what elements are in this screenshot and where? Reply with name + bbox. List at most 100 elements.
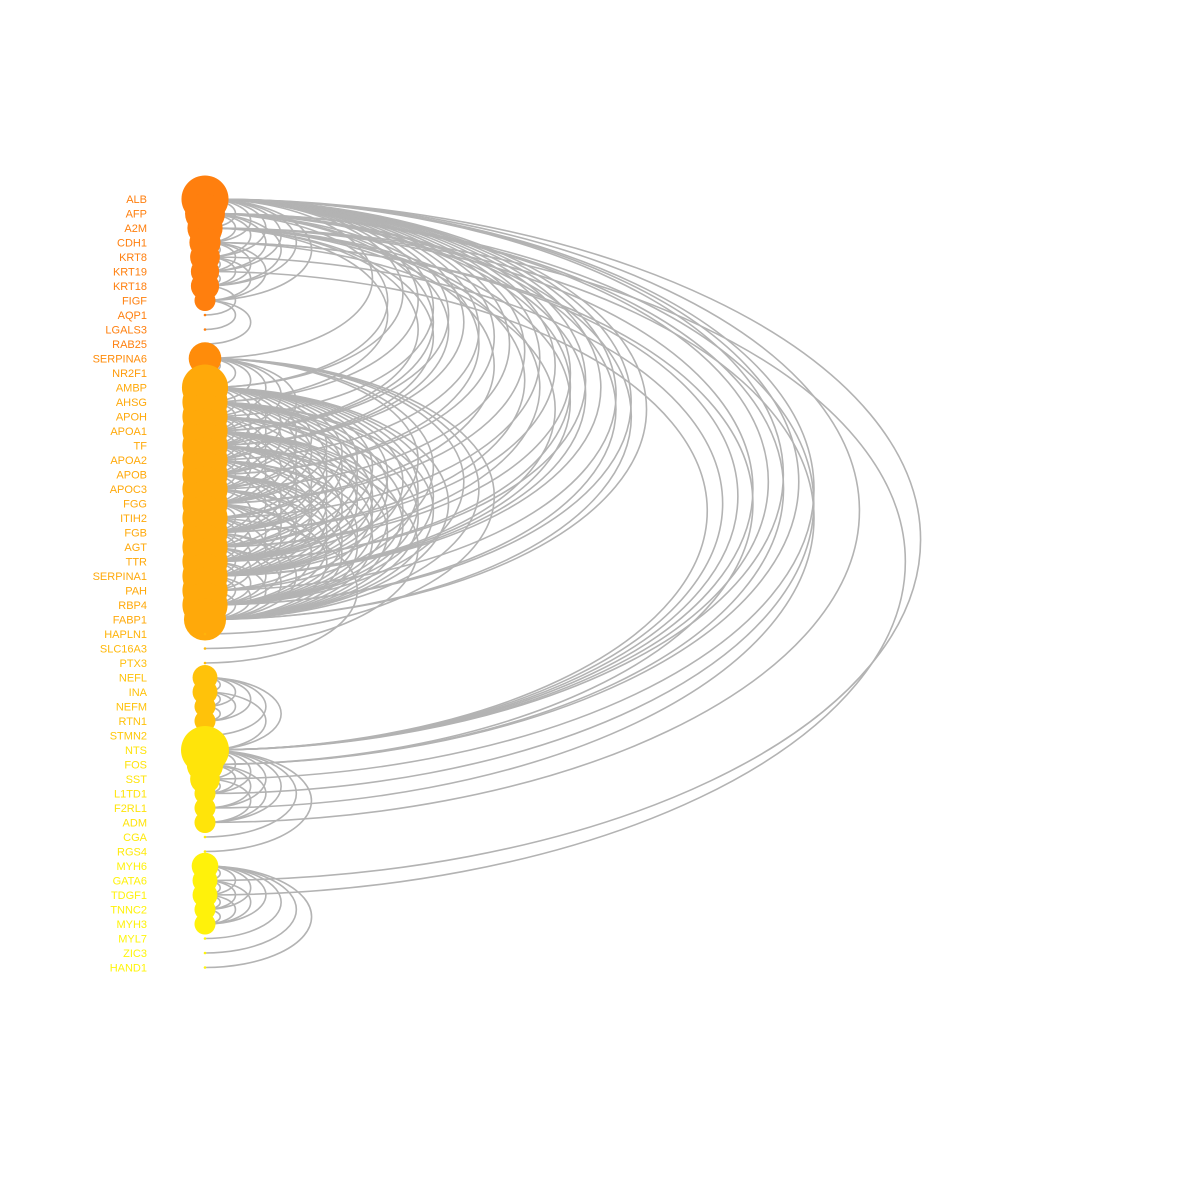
node-ZIC3 bbox=[203, 951, 207, 955]
edge-CDH1-SERPINA1 bbox=[204, 241, 556, 577]
node-label-ALB: ALB bbox=[126, 194, 147, 206]
node-label-INA: INA bbox=[129, 687, 148, 699]
node-label-AGT: AGT bbox=[124, 542, 147, 554]
edge-APOB-SERPINA1 bbox=[204, 473, 313, 577]
edge-KRT8-FIGF bbox=[204, 256, 252, 302]
edge-APOA1-TTR bbox=[204, 430, 343, 563]
node-FABP1 bbox=[183, 598, 227, 641]
node-label-STMN2: STMN2 bbox=[110, 731, 147, 743]
edge-ALB-AMBP bbox=[204, 198, 404, 389]
node-label-FGB: FGB bbox=[124, 528, 147, 540]
node-label-CGA: CGA bbox=[123, 832, 148, 844]
edge-APOB-TTR bbox=[204, 473, 298, 563]
node-label-SST: SST bbox=[126, 774, 148, 786]
edge-APOB-AGT bbox=[204, 473, 282, 548]
edge-FGG-FABP1 bbox=[204, 502, 328, 621]
edge-APOB-RBP4 bbox=[204, 473, 343, 606]
node-MYL7 bbox=[203, 937, 207, 940]
node-label-KRT8: KRT8 bbox=[119, 252, 147, 264]
node-ADM bbox=[194, 811, 216, 834]
edge-AMBP-FABP1 bbox=[204, 386, 450, 621]
node-label-FIGF: FIGF bbox=[122, 296, 147, 308]
node-label-SERPINA1: SERPINA1 bbox=[93, 571, 147, 583]
edge-SERPINA6-TTR bbox=[204, 357, 419, 563]
node-label-ZIC3: ZIC3 bbox=[123, 948, 147, 960]
edge-NTS-RGS4 bbox=[204, 749, 313, 853]
edge-TF-FABP1 bbox=[204, 444, 389, 621]
node-label-NEFL: NEFL bbox=[119, 673, 147, 685]
edge-APOA2-SERPINA1 bbox=[204, 459, 328, 577]
arc-edges bbox=[204, 198, 922, 969]
edge-APOH-RBP4 bbox=[204, 415, 404, 606]
node-label-PTX3: PTX3 bbox=[119, 658, 147, 670]
edge-TDGF1-MYH3 bbox=[204, 894, 237, 925]
node-NEFM bbox=[194, 695, 216, 718]
edge-A2M-F2RL1 bbox=[204, 227, 815, 809]
edge-AMBP-SERPINA1 bbox=[204, 386, 404, 577]
node-label-L1TD1: L1TD1 bbox=[114, 789, 147, 801]
node-label-HAPLN1: HAPLN1 bbox=[104, 629, 147, 641]
node-label-NEFM: NEFM bbox=[116, 702, 147, 714]
edge-AHSG-RBP4 bbox=[204, 401, 419, 606]
edge-TF-RBP4 bbox=[204, 444, 374, 606]
edge-SST-ADM bbox=[204, 778, 252, 824]
node-label-AFP: AFP bbox=[126, 209, 147, 221]
node-MYH3 bbox=[194, 913, 216, 935]
node-label-APOC3: APOC3 bbox=[110, 484, 147, 496]
edge-AFP-NTS bbox=[204, 212, 770, 751]
node-label-ADM: ADM bbox=[123, 818, 147, 830]
node-circles bbox=[181, 175, 229, 969]
edge-NEFL-NTS bbox=[204, 676, 282, 751]
node-labels: ALB AFP A2M CDH1 KRT8 KRT19 KRT18 FIGF AQP1 LGALS… bbox=[93, 194, 148, 975]
node-label-MYH3: MYH3 bbox=[116, 919, 147, 931]
edge-APOA1-FABP1 bbox=[204, 430, 404, 621]
edge-AMBP-PAH bbox=[204, 386, 419, 592]
edge-AFP-TTR bbox=[204, 212, 572, 563]
edge-AFP-FOS bbox=[204, 212, 785, 766]
edge-ALB-FOS bbox=[204, 198, 800, 766]
edge-GATA6-MYH3 bbox=[204, 879, 252, 925]
node-label-TDGF1: TDGF1 bbox=[111, 890, 147, 902]
edge-AMBP-ITIH2 bbox=[204, 386, 343, 519]
edge-MYH6-MYL7 bbox=[204, 865, 282, 940]
node-label-RBP4: RBP4 bbox=[118, 600, 147, 612]
node-label-FABP1: FABP1 bbox=[113, 615, 147, 627]
node-F2RL1 bbox=[194, 797, 216, 819]
edge-APOB-FABP1 bbox=[204, 473, 358, 621]
edge-APOC3-TTR bbox=[204, 488, 282, 563]
node-label-MYL7: MYL7 bbox=[118, 934, 147, 946]
edge-CDH1-FIGF bbox=[204, 241, 267, 302]
edge-KRT8-NTS bbox=[204, 256, 724, 751]
node-label-GATA6: GATA6 bbox=[113, 876, 147, 888]
node-label-SERPINA6: SERPINA6 bbox=[93, 354, 147, 366]
edge-AFP-APOA1 bbox=[204, 212, 435, 432]
node-label-AHSG: AHSG bbox=[116, 397, 147, 409]
node-label-TTR: TTR bbox=[126, 557, 147, 569]
node-label-FOS: FOS bbox=[124, 760, 147, 772]
node-label-HAND1: HAND1 bbox=[110, 963, 147, 975]
node-LGALS3 bbox=[203, 328, 207, 331]
edge-APOA1-FGG bbox=[204, 430, 282, 505]
node-L1TD1 bbox=[194, 782, 216, 805]
edge-FGG-RBP4 bbox=[204, 502, 313, 606]
node-label-APOH: APOH bbox=[116, 412, 147, 424]
edge-SERPINA6-FABP1 bbox=[204, 357, 480, 621]
node-label-NTS: NTS bbox=[125, 745, 147, 757]
edge-NTS-ADM bbox=[204, 749, 282, 824]
edge-FGB-RBP4 bbox=[204, 531, 282, 606]
edge-FIGF-RAB25 bbox=[204, 299, 252, 345]
edge-APOH-FGG bbox=[204, 415, 298, 505]
edge-A2M-NTS bbox=[204, 227, 754, 751]
edge-MYH6-HAND1 bbox=[204, 865, 313, 969]
node-RTN1 bbox=[194, 710, 216, 732]
node-HAND1 bbox=[203, 966, 207, 969]
node-AQP1 bbox=[203, 313, 207, 317]
edge-SERPINA6-SERPINA1 bbox=[204, 357, 435, 577]
edge-A2M-TDGF1 bbox=[204, 227, 907, 896]
node-CGA bbox=[203, 835, 207, 839]
edge-ALB-TTR bbox=[204, 198, 587, 563]
edge-APOH-FABP1 bbox=[204, 415, 419, 621]
node-label-SLC16A3: SLC16A3 bbox=[100, 644, 147, 656]
node-HAPLN1 bbox=[203, 632, 207, 636]
